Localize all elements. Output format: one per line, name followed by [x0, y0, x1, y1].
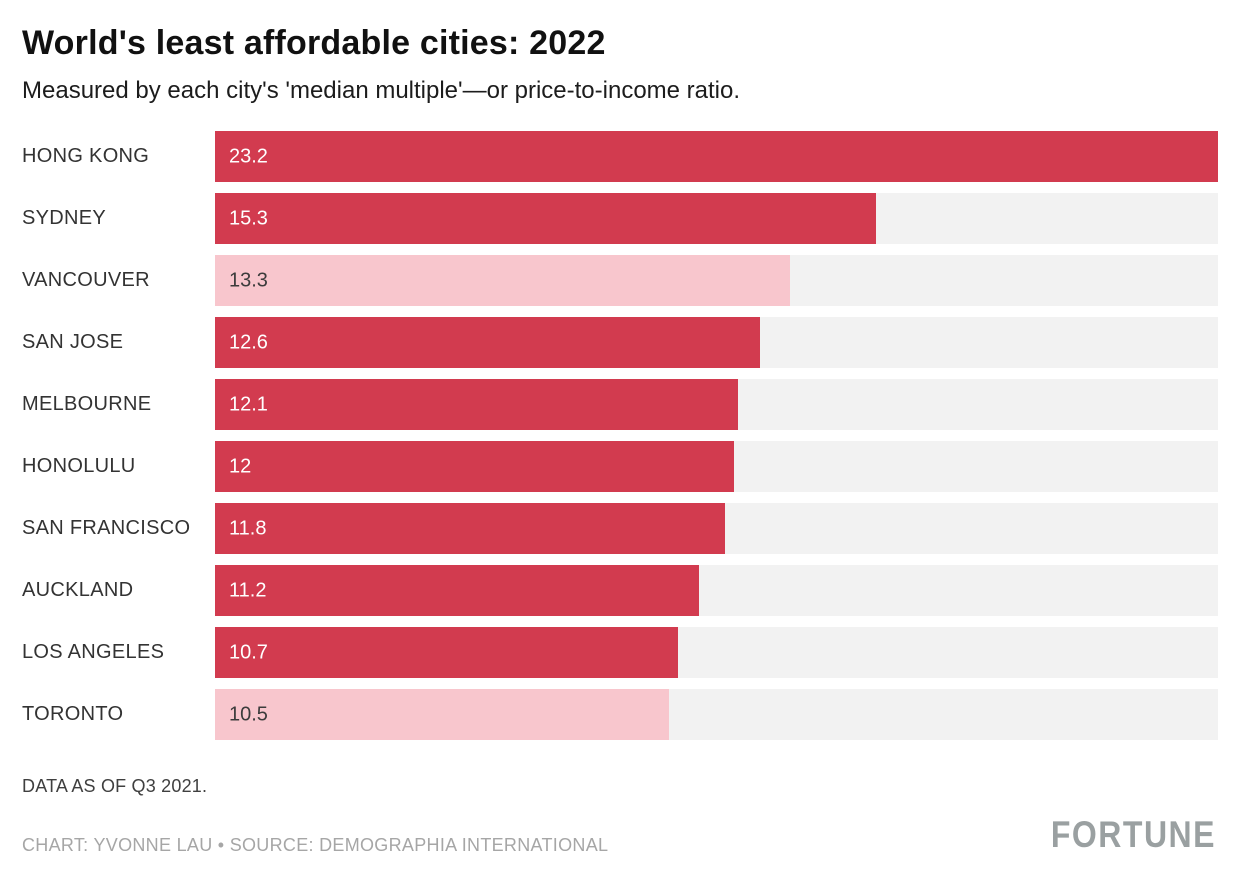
- bar-label: HONOLULU: [22, 455, 136, 477]
- bar-row: HONG KONG 23.2: [22, 131, 1218, 182]
- bar-label: SAN JOSE: [22, 331, 124, 353]
- bar-row: SYDNEY 15.3: [22, 193, 1218, 244]
- bar-fill: [215, 689, 669, 740]
- bar-track: 23.2: [215, 131, 1218, 182]
- bar-value-label: 12.1: [229, 393, 268, 415]
- page-subtitle: Measured by each city's 'median multiple…: [22, 77, 741, 104]
- bar-track: 13.3: [215, 255, 1218, 306]
- bar-row: HONOLULU 12: [22, 441, 1218, 492]
- bar-fill: [215, 255, 790, 306]
- fortune-logo: FORTUNE: [1050, 813, 1216, 855]
- bar-label: TORONTO: [22, 703, 124, 725]
- bar-row: TORONTO 10.5: [22, 689, 1218, 740]
- bar-value-label: 11.8: [229, 517, 267, 539]
- page-title: World's least affordable cities: 2022: [22, 24, 606, 62]
- bar-track: 12: [215, 441, 1218, 492]
- bar-value-label: 23.2: [229, 145, 268, 167]
- bar-row: LOS ANGELES 10.7: [22, 627, 1218, 678]
- bar-value-label: 11.2: [229, 579, 267, 601]
- bar-fill: [215, 441, 734, 492]
- bar-value-label: 12: [229, 455, 252, 477]
- bar-label: SYDNEY: [22, 207, 107, 229]
- bar-value-label: 13.3: [229, 269, 268, 291]
- bar-label: MELBOURNE: [22, 393, 152, 415]
- bar-fill: [215, 317, 760, 368]
- bar-fill: [215, 379, 739, 430]
- bar-track: 10.5: [215, 689, 1218, 740]
- bar-value-label: 10.7: [229, 641, 268, 663]
- bar-track: 11.8: [215, 503, 1218, 554]
- bar-row: SAN FRANCISCO 11.8: [22, 503, 1218, 554]
- bar-chart: HONG KONG 23.2 SYDNEY 15.3 VANCOUVER 13.3 SAN …: [22, 131, 1218, 740]
- bar-value-label: 15.3: [229, 207, 268, 229]
- bar-label: SAN FRANCISCO: [22, 517, 191, 539]
- bar-row: SAN JOSE 12.6: [22, 317, 1218, 368]
- bar-fill: [215, 627, 678, 678]
- bar-fill: [215, 193, 877, 244]
- bar-row: VANCOUVER 13.3: [22, 255, 1218, 306]
- bar-label: HONG KONG: [22, 145, 150, 167]
- data-note: DATA AS OF Q3 2021.: [22, 776, 208, 796]
- bar-track: 15.3: [215, 193, 1218, 244]
- bar-label: AUCKLAND: [22, 579, 134, 601]
- bar-row: AUCKLAND 11.2: [22, 565, 1218, 616]
- bar-track: 11.2: [215, 565, 1218, 616]
- bar-fill: [215, 131, 1218, 182]
- bar-track: 10.7: [215, 627, 1218, 678]
- bar-fill: [215, 565, 700, 616]
- credit-line: CHART: YVONNE LAU • SOURCE: DEMOGRAPHIA …: [22, 835, 609, 855]
- bar-fill: [215, 503, 726, 554]
- bar-row: MELBOURNE 12.1: [22, 379, 1218, 430]
- bar-track: 12.6: [215, 317, 1218, 368]
- bar-value-label: 10.5: [229, 703, 268, 725]
- credit-row: CHART: YVONNE LAU • SOURCE: DEMOGRAPHIA …: [22, 813, 1218, 856]
- bar-track: 12.1: [215, 379, 1218, 430]
- bar-label: LOS ANGELES: [22, 641, 165, 663]
- bar-label: VANCOUVER: [22, 269, 150, 291]
- bar-value-label: 12.6: [229, 331, 268, 353]
